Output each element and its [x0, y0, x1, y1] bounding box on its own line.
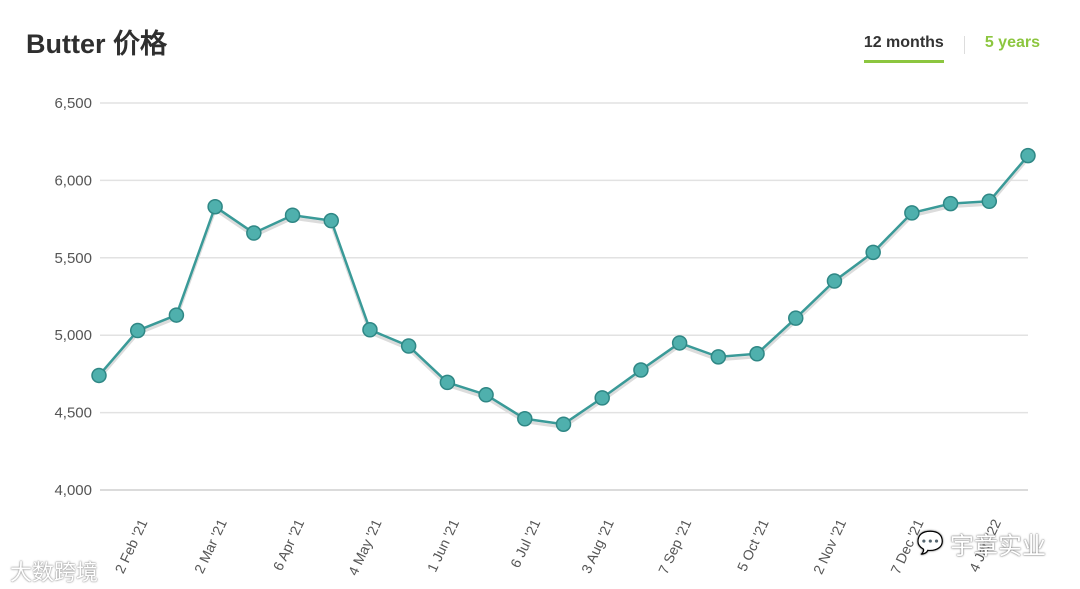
data-point — [478, 387, 494, 403]
data-point — [323, 212, 339, 229]
data-point — [749, 346, 765, 362]
data-point — [904, 205, 920, 221]
tab-divider — [963, 35, 965, 54]
watermark-right: 💬 宇章实业 — [917, 526, 1046, 561]
watermark-left: 大数跨境 — [10, 561, 99, 586]
x-tick-label: 6 Apr '21 — [270, 516, 308, 573]
period-tabs: 12 months 5 years — [863, 34, 1040, 63]
x-tick-label: 4 May '21 — [345, 516, 385, 578]
data-point — [207, 198, 223, 215]
y-tick-label: 5,000 — [54, 327, 92, 344]
data-point — [633, 362, 649, 378]
data-point — [671, 335, 688, 351]
chart-title: Butter 价格 — [26, 29, 167, 59]
data-point — [400, 338, 417, 354]
data-point — [826, 273, 843, 289]
data-point — [91, 367, 107, 384]
y-tick-label: 4,000 — [54, 482, 92, 499]
data-point — [981, 193, 998, 210]
data-point — [865, 244, 881, 261]
data-point — [788, 310, 804, 326]
x-tick-label: 7 Sep '21 — [655, 516, 694, 576]
data-point — [284, 207, 301, 223]
data-point — [168, 307, 185, 323]
chat-bubble-icon: 💬 — [916, 531, 944, 556]
data-point — [246, 225, 262, 241]
x-tick-label: 3 Aug '21 — [578, 516, 617, 575]
y-tick-label: 5,500 — [54, 250, 92, 267]
x-tick-label: 1 Jun '21 — [424, 516, 462, 574]
y-tick-label: 6,000 — [54, 172, 92, 189]
y-tick-label: 4,500 — [54, 405, 92, 422]
data-point — [710, 349, 727, 365]
series-line-shadow — [97, 157, 1030, 429]
data-point — [517, 411, 533, 427]
tab-12-months[interactable]: 12 months — [863, 34, 944, 63]
tab-5-years[interactable]: 5 years — [984, 34, 1040, 51]
series-line — [98, 154, 1029, 426]
data-point — [439, 374, 456, 391]
x-tick-label: 5 Oct '21 — [734, 516, 772, 573]
data-point — [555, 416, 572, 432]
x-tick-label: 6 Jul '21 — [507, 516, 543, 570]
x-tick-label: 2 Nov '21 — [810, 516, 849, 576]
data-point — [362, 322, 378, 338]
y-tick-label: 6,500 — [54, 95, 92, 112]
watermark-right-text: 宇章实业 — [950, 532, 1046, 560]
data-point — [942, 195, 959, 212]
x-tick-label: 2 Mar '21 — [191, 516, 230, 575]
data-point — [594, 390, 610, 406]
data-point — [1020, 147, 1036, 164]
x-tick-label: 2 Feb '21 — [112, 516, 151, 575]
data-point — [129, 322, 146, 339]
